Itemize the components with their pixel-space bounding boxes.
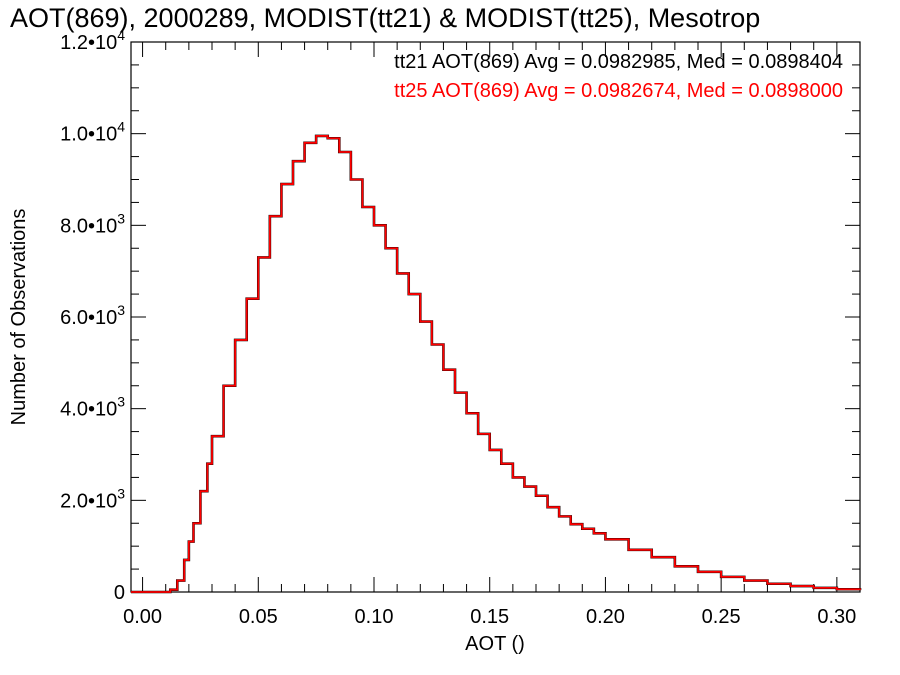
x-tick-label: 0.05 bbox=[239, 606, 278, 628]
series-layer bbox=[131, 134, 862, 594]
y-tick-mantissa: 1.0•10 bbox=[60, 124, 117, 146]
y-tick-mantissa: 8.0•10 bbox=[60, 215, 117, 237]
y-tick-label: 1.0•104 bbox=[60, 119, 125, 146]
y-tick-label: 4.0•103 bbox=[60, 394, 125, 421]
x-tick-label: 0.10 bbox=[355, 606, 394, 628]
x-tick-label: 0.25 bbox=[702, 606, 741, 628]
y-axis-label: Number of Observations bbox=[8, 209, 30, 426]
series-tt25 bbox=[131, 135, 861, 593]
y-tick-labels: 02.0•1034.0•1036.0•1038.0•1031.0•1041.2•… bbox=[60, 27, 125, 604]
y-tick-exponent: 4 bbox=[117, 119, 125, 135]
legend-entry-tt25: tt25 AOT(869) Avg = 0.0982674, Med = 0.0… bbox=[394, 80, 843, 102]
chart-title: AOT(869), 2000289, MODIST(tt21) & MODIST… bbox=[10, 3, 760, 33]
plot-frame bbox=[130, 41, 861, 593]
y-tick-label: 1.2•104 bbox=[60, 27, 125, 54]
y-tick-exponent: 4 bbox=[117, 27, 125, 43]
y-tick-mantissa: 4.0•10 bbox=[60, 399, 117, 421]
y-tick-mantissa: 1.2•10 bbox=[60, 32, 117, 54]
x-tick-label: 0.15 bbox=[470, 606, 509, 628]
x-tick-label: 0.30 bbox=[817, 606, 856, 628]
y-tick-mantissa: 2.0•10 bbox=[60, 490, 117, 512]
y-tick-label: 8.0•103 bbox=[60, 210, 125, 237]
series-tt21 bbox=[131, 134, 862, 594]
x-tick-label: 0.20 bbox=[586, 606, 625, 628]
y-tick-exponent: 3 bbox=[117, 302, 125, 318]
y-tick-exponent: 3 bbox=[117, 394, 125, 410]
x-tick-label: 0.00 bbox=[123, 606, 162, 628]
y-tick-label: 0 bbox=[114, 582, 125, 604]
legend: tt21 AOT(869) Avg = 0.0982985, Med = 0.0… bbox=[394, 51, 843, 102]
y-tick-label: 6.0•103 bbox=[60, 302, 125, 329]
x-axis-label: AOT () bbox=[465, 633, 525, 655]
legend-entry-tt21: tt21 AOT(869) Avg = 0.0982985, Med = 0.0… bbox=[394, 51, 843, 73]
y-tick-mantissa: 0 bbox=[114, 582, 125, 604]
y-tick-exponent: 3 bbox=[117, 485, 125, 501]
y-tick-exponent: 3 bbox=[117, 210, 125, 226]
x-tick-labels: 0.00 0.05 0.10 0.15 0.20 0.25 0.30 bbox=[123, 606, 856, 628]
axis-ticks bbox=[131, 41, 861, 593]
y-tick-label: 2.0•103 bbox=[60, 485, 125, 512]
y-tick-mantissa: 6.0•10 bbox=[60, 307, 117, 329]
